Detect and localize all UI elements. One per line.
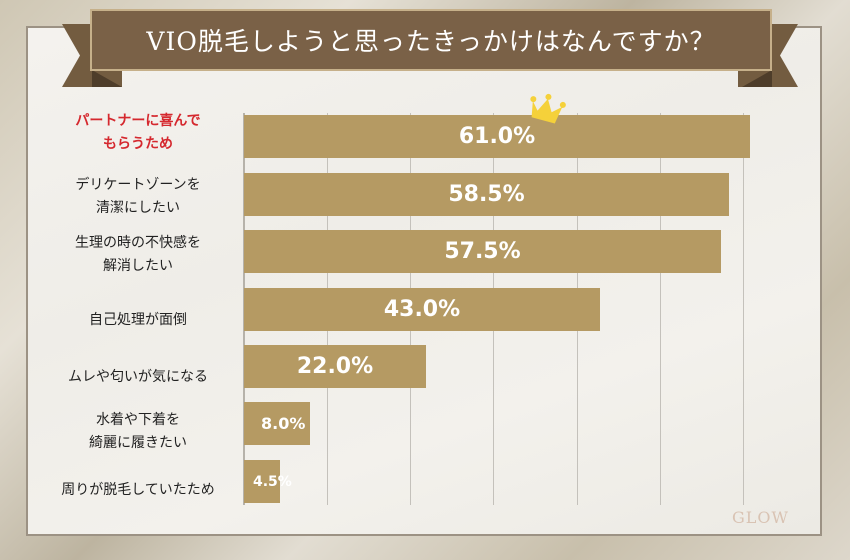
label-line: もらうため: [103, 136, 173, 152]
bar: 61.0%: [244, 115, 750, 158]
gridline: [660, 113, 661, 505]
label-line: デリケートゾーンを: [75, 177, 201, 193]
chart-card: [26, 26, 822, 536]
label-line: 水着や下着を: [96, 412, 180, 428]
label-line: 清潔にしたい: [96, 200, 180, 216]
bar-value: 4.5%: [253, 473, 292, 490]
bar: 4.5%: [244, 460, 292, 503]
bar-value: 61.0%: [458, 124, 536, 149]
bar: 58.5%: [244, 173, 729, 216]
category-label: パートナーに喜んで もらうため: [40, 110, 236, 156]
label-line: 綺麗に履きたい: [89, 435, 187, 451]
brand-logo: GLOW: [732, 508, 789, 527]
bar-value: 58.5%: [448, 182, 525, 207]
bar: 57.5%: [244, 230, 721, 273]
category-label: 周りが脱毛していたため: [40, 479, 236, 502]
label-line: 生理の時の不快感を: [75, 235, 201, 251]
bar-value: 43.0%: [383, 297, 461, 322]
bar-value: 22.0%: [296, 354, 374, 379]
bar: 8.0%: [244, 402, 310, 445]
label-line: 周りが脱毛していたため: [61, 482, 215, 498]
bar-value: 57.5%: [444, 239, 521, 264]
category-label: 自己処理が面倒: [40, 309, 236, 332]
bar: 22.0%: [244, 345, 426, 388]
gridline: [743, 113, 744, 505]
crown-icon: [530, 93, 566, 124]
label-line: 自己処理が面倒: [89, 312, 187, 328]
bar-value: 8.0%: [261, 414, 306, 433]
chart-title: VIO脱毛しようと思ったきっかけはなんですか？: [146, 27, 716, 56]
category-label: 生理の時の不快感を 解消したい: [40, 232, 236, 278]
label-line: ムレや匂いが気になる: [68, 369, 208, 385]
category-label: 水着や下着を 綺麗に履きたい: [40, 409, 236, 455]
label-line: パートナーに喜んで: [75, 113, 201, 129]
bar: 43.0%: [244, 288, 600, 331]
title-banner: VIO脱毛しようと思ったきっかけはなんですか？: [90, 9, 772, 71]
label-line: 解消したい: [103, 258, 173, 274]
category-label: ムレや匂いが気になる: [40, 366, 236, 389]
category-label: デリケートゾーンを 清潔にしたい: [40, 174, 236, 220]
